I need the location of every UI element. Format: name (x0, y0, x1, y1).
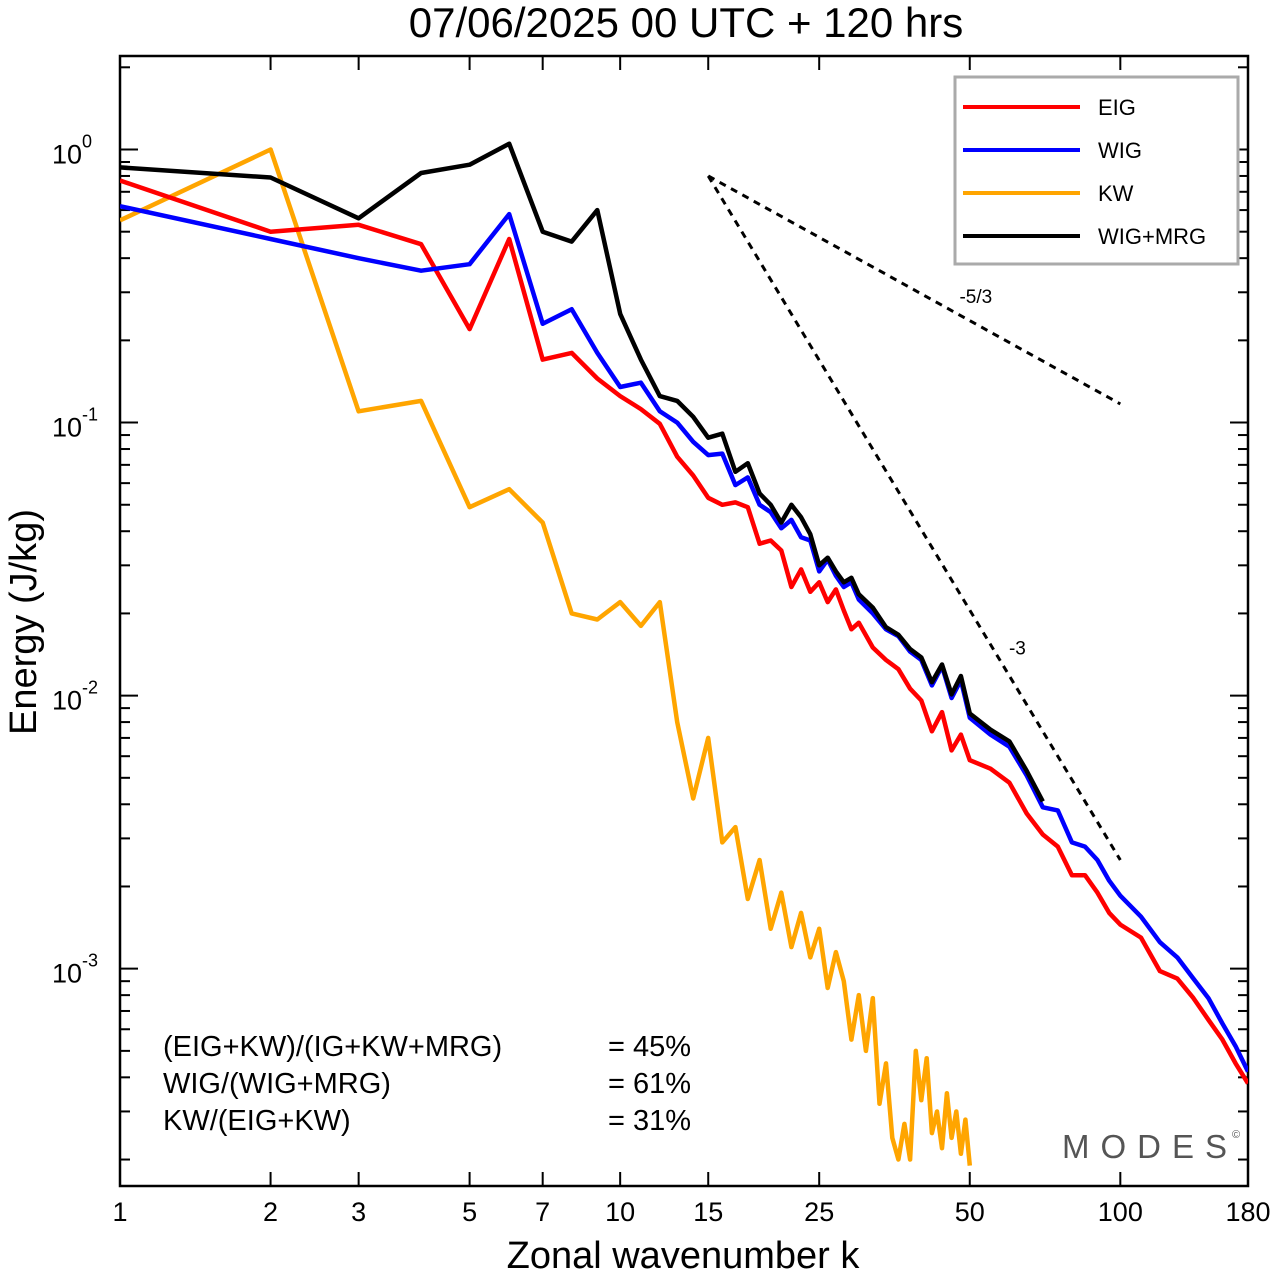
legend-label: EIG (1098, 95, 1136, 120)
ratio-value: = 31% (608, 1105, 691, 1137)
y-tick-label: 10 (52, 686, 82, 716)
axis-ticks (120, 56, 1248, 1186)
ratio-annotations: (EIG+KW)/(IG+KW+MRG) = 45% WIG/(WIG+MRG) = … (163, 1031, 691, 1137)
copyright-mark: © (1232, 1129, 1240, 1141)
y-tick-label: 10 (52, 959, 82, 989)
series-line-wig-mrg (120, 141, 1045, 803)
x-tick-label: 10 (605, 1197, 635, 1227)
x-tick-label: 3 (351, 1197, 366, 1227)
legend-label: WIG (1098, 138, 1142, 163)
legend: EIG WIG KW WIG+MRG (953, 75, 1240, 266)
y-tick-exponent: 0 (82, 132, 92, 152)
chart-title: 07/06/2025 00 UTC + 120 hrs (409, 0, 964, 46)
y-tick-exponent: -3 (82, 951, 98, 971)
legend-label: KW (1098, 181, 1134, 206)
slope-line (707, 174, 1122, 406)
x-tick-label: 180 (1225, 1197, 1270, 1227)
legend-label: WIG+MRG (1098, 224, 1206, 249)
y-tick-exponent: -2 (82, 678, 98, 698)
x-tick-label: 1 (112, 1197, 127, 1227)
plot-frame (118, 54, 1250, 1188)
x-axis-label: Zonal wavenumber k (507, 1235, 861, 1277)
x-tick-label: 5 (462, 1197, 477, 1227)
series-layer (120, 141, 1248, 1166)
y-tick-exponent: -1 (82, 405, 98, 425)
x-tick-label: 100 (1098, 1197, 1143, 1227)
x-tick-labels: 1 2 3 5 7 10 15 25 50 100 180 (112, 1197, 1270, 1227)
y-axis-label: Energy (J/kg) (3, 509, 45, 735)
y-tick-label: 10 (52, 140, 82, 170)
y-tick-label: 10 (52, 413, 82, 443)
ratio-value: = 45% (608, 1031, 691, 1063)
x-tick-label: 7 (535, 1197, 550, 1227)
x-tick-label: 25 (804, 1197, 834, 1227)
series-line-kw (120, 147, 973, 1166)
ratio-value: = 61% (608, 1068, 691, 1100)
series-line-wig (120, 204, 1248, 1073)
ratio-label: KW/(EIG+KW) (163, 1105, 351, 1137)
x-tick-label: 2 (263, 1197, 278, 1227)
x-tick-label: 15 (693, 1197, 723, 1227)
modes-watermark: MODES (1062, 1128, 1238, 1165)
ratio-label: (EIG+KW)/(IG+KW+MRG) (163, 1031, 502, 1063)
series-line-eig (120, 178, 1248, 1085)
reference-slopes: -5/3 -3 (706, 174, 1122, 861)
ratio-label: WIG/(WIG+MRG) (163, 1068, 391, 1100)
slope-label: -3 (1009, 638, 1026, 659)
x-tick-label: 50 (955, 1197, 985, 1227)
slope-line (706, 175, 1122, 861)
slope-label: -5/3 (959, 287, 992, 308)
